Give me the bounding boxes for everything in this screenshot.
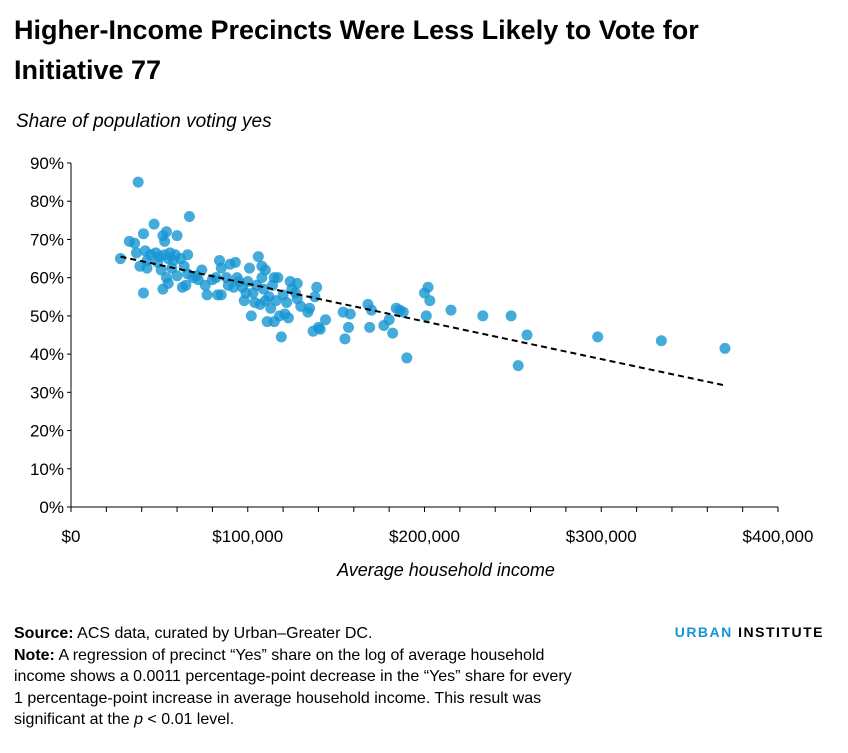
data-point: [252, 251, 264, 263]
data-point: [137, 287, 149, 299]
y-tick-label: 20%: [30, 422, 64, 441]
data-point: [180, 279, 192, 291]
note-text-1: A regression of precinct “Yes” share on …: [14, 646, 572, 729]
data-point: [592, 331, 604, 343]
y-tick-label: 70%: [30, 230, 64, 249]
data-point: [311, 281, 323, 293]
data-point: [364, 321, 376, 333]
data-point: [259, 264, 271, 276]
tick-labels: 0% 10% 20% 30% 40% 50% 60% 70% 80% 90% $0 $100,000 $…: [30, 154, 813, 546]
source-text: ACS data, curated by Urban–Greater DC.: [73, 625, 373, 642]
data-point: [314, 323, 326, 335]
data-point: [445, 304, 457, 316]
data-point: [422, 281, 434, 293]
data-point: [365, 304, 377, 316]
data-point: [229, 256, 241, 268]
y-tick-label: 0%: [39, 498, 64, 517]
data-point: [130, 247, 142, 259]
data-point: [141, 262, 153, 274]
data-point: [282, 312, 294, 324]
data-point: [129, 237, 141, 249]
data-point: [201, 289, 213, 301]
y-tick-label: 10%: [30, 460, 64, 479]
data-point: [291, 277, 303, 289]
x-tick-label: $100,000: [212, 527, 283, 546]
data-point: [397, 306, 409, 318]
data-point: [210, 272, 222, 284]
data-point: [387, 327, 399, 339]
data-point: [171, 270, 183, 282]
data-point: [171, 230, 183, 242]
data-point: [215, 289, 227, 301]
data-point: [304, 302, 316, 314]
footer-notes: Source: ACS data, curated by Urban–Great…: [14, 623, 574, 731]
data-point: [320, 314, 332, 326]
data-point: [424, 295, 436, 307]
data-point: [132, 176, 144, 188]
data-point: [265, 302, 277, 314]
data-point: [162, 277, 174, 289]
y-tick-label: 40%: [30, 345, 64, 364]
y-tick-label: 90%: [30, 154, 64, 173]
x-tick-label: $300,000: [566, 527, 637, 546]
data-point: [512, 360, 524, 372]
data-point: [155, 264, 167, 276]
brand-institute: INSTITUTE: [738, 624, 824, 640]
data-point: [183, 211, 195, 223]
data-point: [477, 310, 489, 322]
data-point: [505, 310, 517, 322]
y-tick-label: 80%: [30, 192, 64, 211]
data-point: [148, 218, 160, 230]
data-point: [137, 228, 149, 240]
scatter-plot: 0% 10% 20% 30% 40% 50% 60% 70% 80% 90% $0 $100,000 $…: [30, 154, 813, 546]
note-p: p: [134, 711, 143, 728]
data-point: [215, 262, 227, 274]
data-point: [383, 314, 395, 326]
data-point: [160, 226, 172, 238]
x-tick-label: $200,000: [389, 527, 460, 546]
y-tick-label: 50%: [30, 307, 64, 326]
x-tick-label: $400,000: [743, 527, 814, 546]
y-axis-label: Share of population voting yes: [16, 111, 272, 132]
x-axis-label: Average household income: [337, 560, 555, 580]
data-point: [244, 262, 256, 274]
source-label: Source:: [14, 625, 74, 642]
data-point: [245, 310, 257, 322]
data-point: [401, 352, 413, 364]
data-point: [339, 333, 351, 345]
note-label: Note:: [14, 646, 55, 664]
y-tick-label: 60%: [30, 269, 64, 288]
data-point: [420, 310, 432, 322]
data-points: [114, 176, 731, 372]
axes: [67, 162, 779, 512]
data-point: [114, 253, 126, 265]
note-text-2: < 0.01 level.: [142, 711, 235, 728]
chart-title: Higher-Income Precincts Were Less Likely…: [14, 15, 699, 85]
data-point: [719, 342, 731, 354]
data-point: [281, 297, 293, 309]
trendline: [120, 255, 726, 387]
data-point: [344, 308, 356, 320]
brand-urban: URBAN: [674, 624, 733, 640]
data-point: [521, 329, 533, 341]
urban-institute-logo: URBAN INSTITUTE: [675, 624, 824, 640]
data-point: [159, 235, 171, 247]
note-line: Note: A regression of precinct “Yes” sha…: [14, 645, 574, 731]
trendline-group: [120, 255, 726, 387]
data-point: [655, 335, 667, 347]
data-point: [342, 321, 354, 333]
y-tick-label: 30%: [30, 383, 64, 402]
data-point: [275, 331, 287, 343]
source-line: Source: ACS data, curated by Urban–Great…: [14, 623, 574, 645]
data-point: [182, 249, 194, 261]
x-tick-label: $0: [62, 527, 81, 546]
data-point: [272, 272, 284, 284]
x-axis-label-wrap: Average household income: [0, 560, 848, 581]
